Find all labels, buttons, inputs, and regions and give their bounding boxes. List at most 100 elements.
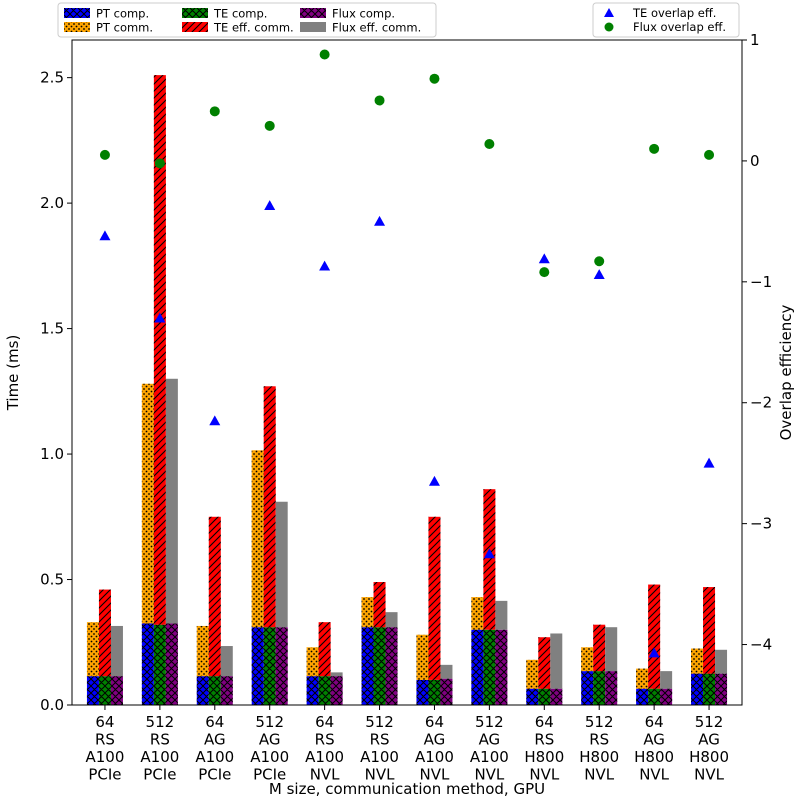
bar-pt-comp-0-hatch (86, 676, 99, 705)
bar-flux-comm-1 (165, 378, 178, 624)
x-tick-label-7-1: AG (479, 731, 501, 749)
bar-flux-comp-1-hatch (165, 623, 178, 705)
bar-flux-comm-11 (715, 649, 728, 674)
x-tick-label-4-2: A100 (305, 748, 344, 766)
x-tick-label-0-1: RS (95, 731, 115, 749)
bar-pt-comp-1-hatch (141, 623, 154, 705)
x-tick-label-5-1: RS (370, 731, 390, 749)
bar-pt-comp-2-hatch (196, 676, 209, 705)
bar-te-comm-0-hatch (98, 589, 111, 677)
x-tick-label-2-3: PCIe (198, 766, 231, 784)
x-tick-label-4-3: NVL (310, 766, 340, 784)
bar-flux-comm-3 (275, 501, 288, 628)
x-tick-label-9-0: 512 (585, 713, 614, 731)
legend-te-marker (604, 8, 614, 17)
axes: 0.00.51.01.52.02.510−1−2−3−464RSA100PCIe… (4, 31, 795, 798)
legend-right-box (592, 2, 740, 38)
legend-swatch-hatch-1 (64, 22, 90, 32)
x-tick-label-1-1: RS (150, 731, 170, 749)
bar-pt-comp-5-hatch (361, 627, 374, 705)
bar-pt-comp-11-hatch (691, 673, 704, 705)
legend-flux-marker (604, 22, 614, 32)
te-overlap-point-5 (374, 215, 386, 226)
te-overlap-point-9 (593, 269, 605, 279)
bar-te-comp-11-hatch (703, 673, 716, 705)
x-tick-label-0-2: A100 (85, 748, 124, 766)
x-tick-label-5-0: 512 (365, 713, 394, 731)
x-tick-label-9-2: H800 (579, 748, 619, 766)
legend-swatch-hatch-3 (182, 22, 208, 32)
legend-label-2: TE comp. (213, 7, 267, 21)
flux-overlap-point-4 (319, 49, 330, 60)
legend-label-4: Flux comp. (332, 7, 395, 21)
x-tick-label-3-3: PCIe (253, 766, 286, 784)
x-tick-label-3-1: AG (259, 731, 281, 749)
bar-pt-comp-4-hatch (306, 676, 319, 705)
bar-flux-comm-6 (440, 664, 453, 679)
flux-overlap-point-5 (374, 95, 385, 106)
bar-te-comm-11-hatch (703, 587, 716, 674)
bar-pt-comm-2-hatch (196, 625, 209, 677)
te-overlap-point-11 (703, 457, 715, 468)
legend-swatch-hatch-0 (64, 8, 90, 18)
bar-te-comm-2-hatch (208, 516, 221, 677)
flux-overlap-point-2 (209, 106, 220, 117)
bar-flux-comm-5 (385, 612, 398, 628)
x-tick-label-2-0: 64 (205, 713, 224, 731)
bar-te-comm-5-hatch (373, 582, 386, 628)
bar-te-comm-9-hatch (593, 624, 606, 672)
bar-flux-comp-3-hatch (275, 627, 288, 705)
flux-overlap-point-8 (539, 267, 550, 278)
x-tick-label-6-0: 64 (425, 713, 444, 731)
axes-frame (71, 39, 743, 706)
bar-te-comp-1-hatch (153, 624, 166, 705)
x-tick-label-2-2: A100 (195, 748, 234, 766)
bar-pt-comm-3-hatch (251, 450, 264, 628)
bar-pt-comm-4-hatch (306, 647, 319, 677)
te-overlap-point-0 (99, 230, 111, 241)
x-tick-label-1-0: 512 (146, 713, 175, 731)
bar-flux-comp-0-hatch (110, 676, 123, 705)
x-tick-label-11-0: 512 (695, 713, 724, 731)
y2-axis-label: Overlap efficiency (777, 305, 795, 441)
bar-flux-comm-4 (330, 672, 343, 677)
x-tick-label-7-3: NVL (474, 766, 504, 784)
legend-label-1: PT comm. (96, 21, 153, 35)
bar-flux-comp-9-hatch (605, 671, 618, 705)
x-tick-label-5-3: NVL (365, 766, 395, 784)
legend-label-0: PT comp. (96, 7, 149, 21)
y-tick-label-1: 0.5 (40, 571, 64, 589)
x-tick-label-11-1: AG (698, 731, 720, 749)
bar-te-comp-4-hatch (318, 676, 331, 705)
x-tick-label-11-3: NVL (694, 766, 724, 784)
te-overlap-point-7 (483, 548, 495, 559)
y-tick-label-5: 2.5 (40, 69, 64, 87)
bar-flux-comp-7-hatch (495, 629, 508, 705)
x-tick-label-7-0: 512 (475, 713, 504, 731)
te-overlap-point-2 (209, 415, 221, 426)
plot-area (86, 49, 728, 705)
x-tick-label-3-2: A100 (250, 748, 289, 766)
x-tick-label-6-2: A100 (415, 748, 454, 766)
flux-overlap-point-10 (649, 143, 660, 154)
bar-pt-comp-10-hatch (636, 688, 649, 705)
te-overlap-point-3 (264, 200, 276, 211)
bar-pt-comm-11-hatch (691, 648, 704, 674)
bar-pt-comm-9-hatch (581, 647, 594, 672)
bar-flux-comp-5-hatch (385, 627, 398, 705)
x-tick-label-8-1: RS (534, 731, 554, 749)
flux-overlap-point-1 (154, 158, 165, 169)
x-tick-label-2-1: AG (204, 731, 226, 749)
y-tick-label-4: 2.0 (40, 194, 64, 212)
x-tick-label-9-1: RS (589, 731, 609, 749)
y-tick-label-2: 1.0 (40, 445, 64, 463)
bar-te-comp-7-hatch (483, 629, 496, 705)
bar-pt-comm-0-hatch (86, 622, 99, 677)
bar-te-comm-4-hatch (318, 622, 331, 677)
bar-flux-comm-2 (220, 646, 233, 677)
x-tick-label-10-3: NVL (639, 766, 669, 784)
bar-pt-comm-10-hatch (636, 668, 649, 689)
bar-pt-comp-6-hatch (416, 679, 429, 705)
